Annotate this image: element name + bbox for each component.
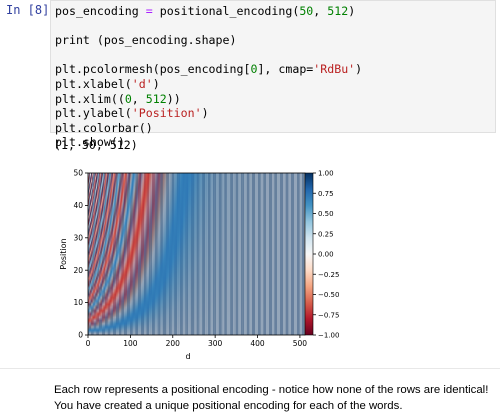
y-tick-label: 50 — [73, 169, 83, 178]
x-tick-label: 200 — [166, 339, 181, 348]
code-line-6: plt.ylabel('Position') — [55, 106, 209, 121]
x-tick-label: 100 — [123, 339, 138, 348]
colorbar-ticks: 1.00 0.75 0.50 0.25 0.00 −0.25 −0.50 −0.75 −1.00 — [313, 170, 339, 340]
y-tick-label: 10 — [73, 298, 83, 307]
y-tick-label: 0 — [78, 331, 83, 340]
x-tick-label: 500 — [293, 339, 308, 348]
colorbar-tick-label: −0.50 — [318, 291, 339, 299]
code-line-4: plt.xlabel('d') — [55, 76, 160, 91]
y-axis-ticks: 0 10 20 30 40 50 — [73, 169, 88, 340]
x-axis-label: d — [185, 352, 190, 361]
y-tick-label: 40 — [73, 201, 83, 210]
code-line-2: print (pos_encoding.shape) — [55, 33, 237, 48]
colorbar-tick-label: −0.25 — [318, 271, 339, 279]
x-tick-label: 300 — [208, 339, 223, 348]
code-line-8: plt.show() — [55, 135, 125, 150]
colorbar-tick-label: 0.50 — [318, 210, 334, 218]
colorbar-tick-label: −1.00 — [318, 332, 339, 340]
y-tick-label: 30 — [73, 233, 83, 242]
colorbar-tick-label: 0.00 — [318, 251, 334, 259]
code-line-1: pos_encoding = positional_encoding(50, 5… — [55, 4, 356, 18]
x-tick-label: 400 — [250, 339, 265, 348]
colorbar-tick-label: 0.25 — [318, 230, 334, 238]
markdown-cell-text: Each row represents a positional encodin… — [54, 384, 489, 412]
code-cell[interactable]: pos_encoding = positional_encoding(50, 5… — [50, 0, 496, 149]
code-line-3: plt.pcolormesh(pos_encoding[0], cmap='Rd… — [55, 62, 363, 77]
colorbar-tick-label: 0.75 — [318, 190, 334, 198]
cell-output: (1, 50, 512) — [54, 138, 138, 152]
colorbar-tick-label: 1.00 — [318, 170, 334, 178]
code-line-5: plt.xlim((0, 512)) — [55, 91, 181, 106]
cell-prompt: In [8]: — [6, 3, 57, 17]
colorbar-tick-label: −0.75 — [318, 311, 339, 319]
y-axis-label: Position — [59, 238, 68, 269]
x-tick-label: 0 — [86, 339, 91, 348]
colorbar — [304, 172, 314, 336]
heatmap-image — [88, 173, 305, 335]
cell-divider — [0, 368, 500, 369]
x-axis-ticks: 0 100 200 300 400 500 — [86, 335, 308, 348]
code-line-7: plt.colorbar() — [55, 120, 153, 135]
y-tick-label: 20 — [73, 266, 83, 275]
